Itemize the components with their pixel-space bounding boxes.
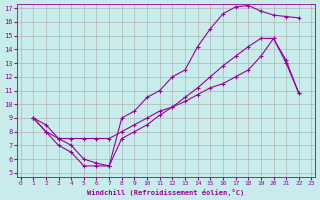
X-axis label: Windchill (Refroidissement éolien,°C): Windchill (Refroidissement éolien,°C) <box>87 189 245 196</box>
